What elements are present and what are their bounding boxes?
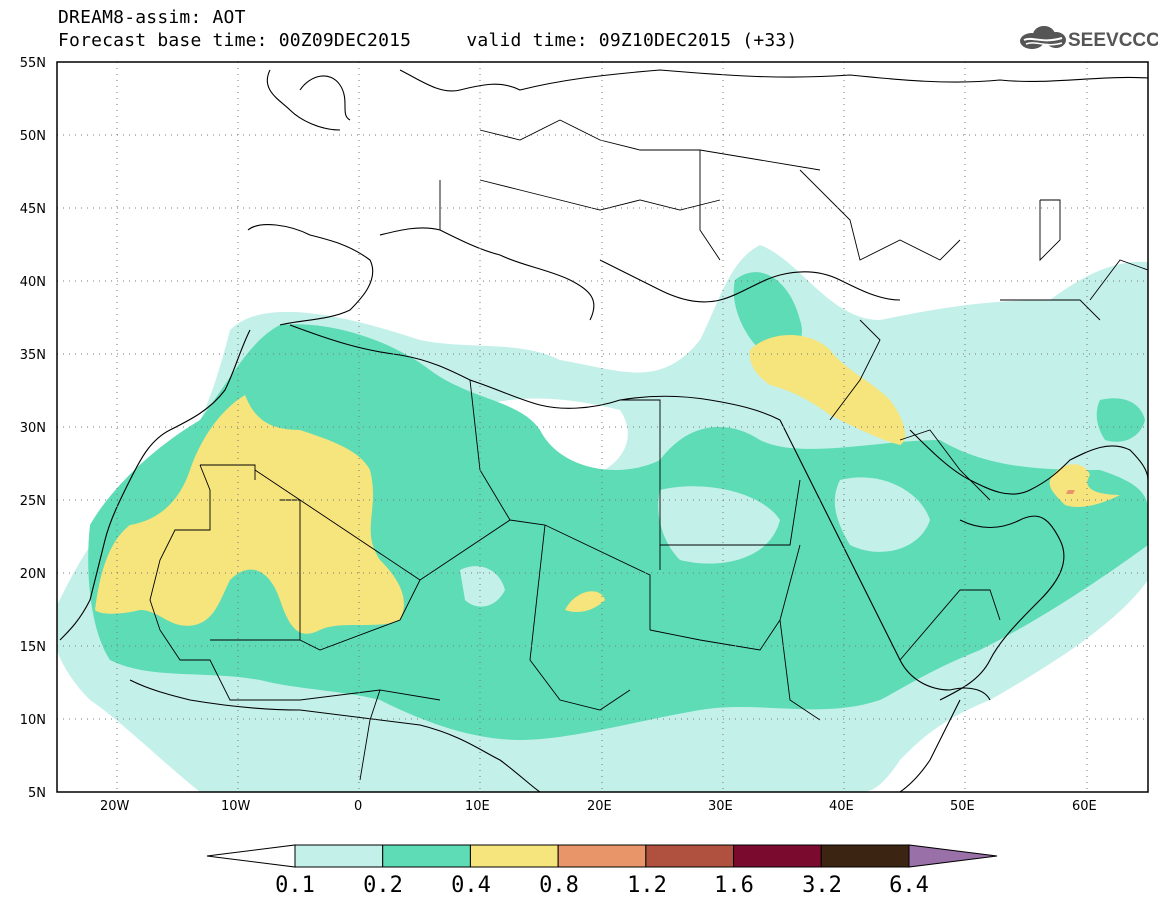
lat-label: 15N <box>20 640 46 655</box>
lat-label: 5N <box>28 786 46 800</box>
lon-label: 40E <box>829 799 854 814</box>
lat-label: 10N <box>20 713 46 728</box>
colorbar-swatch <box>382 844 471 868</box>
colorbar-label: 3.2 <box>802 873 842 898</box>
colorbar-arrow-low <box>206 844 296 868</box>
lon-label: 10W <box>221 799 251 814</box>
lat-label: 45N <box>20 202 46 217</box>
colorbar-label: 0.4 <box>451 873 491 898</box>
cloud-icon <box>1020 26 1066 49</box>
lon-label: 50E <box>950 799 975 814</box>
colorbar-arrow-high <box>908 844 998 868</box>
colorbar-swatch <box>294 844 384 868</box>
colorbar-swatch <box>645 844 735 868</box>
seevccc-logo: SEEVCCC <box>1020 26 1158 51</box>
colorbar-swatch <box>557 844 647 868</box>
lon-label: 30E <box>708 799 733 814</box>
colorbar-label: 6.4 <box>889 873 929 898</box>
colorbar-label: 0.8 <box>539 873 579 898</box>
lat-label: 40N <box>20 275 46 290</box>
lon-label: 20E <box>587 799 612 814</box>
colorbar-labels: 0.1 0.2 0.4 0.8 1.2 1.6 3.2 6.4 <box>275 873 929 898</box>
lon-label: 10E <box>465 799 490 814</box>
lat-label: 50N <box>20 129 46 144</box>
lon-label: 0 <box>354 799 363 814</box>
lon-label: 60E <box>1072 799 1097 814</box>
colorbar-swatch <box>469 844 559 868</box>
colorbar-label: 0.1 <box>275 873 315 898</box>
colorbar-label: 1.2 <box>627 873 667 898</box>
title-line-1: DREAM8-assim: AOT <box>58 7 246 28</box>
lat-label: 55N <box>20 56 46 71</box>
lat-label: 25N <box>20 494 46 509</box>
lon-label: 20W <box>100 799 130 814</box>
lat-label: 35N <box>20 348 46 363</box>
logo-text: SEEVCCC <box>1068 30 1158 51</box>
colorbar-label: 1.6 <box>714 873 754 898</box>
map-frame <box>56 61 1149 793</box>
colorbar-swatch <box>820 844 910 868</box>
lat-label: 20N <box>20 567 46 582</box>
title-line-2: Forecast base time: 00Z09DEC2015 valid t… <box>58 30 798 51</box>
aot-map: 5N 10N 15N 20N 25N 30N 35N 40N 45N 50N 5… <box>20 56 1149 800</box>
colorbar-swatch <box>733 844 822 868</box>
colorbar-label: 0.2 <box>363 873 403 898</box>
lat-label: 30N <box>20 421 46 436</box>
colorbar-swatches <box>206 844 998 868</box>
lat-labels: 5N 10N 15N 20N 25N 30N 35N 40N 45N 50N 5… <box>20 56 46 800</box>
